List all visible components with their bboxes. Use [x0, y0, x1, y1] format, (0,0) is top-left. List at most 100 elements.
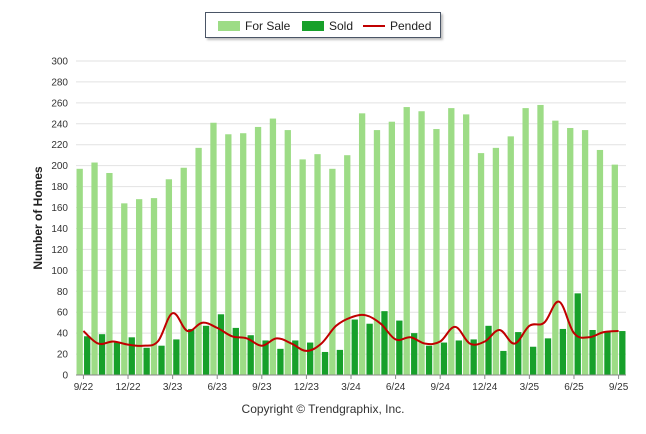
for-sale-bar: [403, 107, 410, 375]
sold-bar: [485, 325, 492, 375]
sold-bar: [351, 319, 358, 375]
sold-bar: [173, 339, 180, 375]
sold-bar: [470, 339, 477, 375]
x-tick-label: 6/25: [564, 382, 584, 393]
sold-bar: [113, 342, 121, 375]
for-sale-bar: [91, 162, 98, 375]
x-tick-label: 6/23: [207, 382, 227, 393]
legend-label-sold: Sold: [329, 19, 354, 33]
for-sale-bar: [492, 147, 500, 375]
sold-bar: [321, 351, 329, 375]
sold-bar: [232, 327, 239, 375]
y-tick-label: 0: [62, 371, 68, 382]
sold-bar: [366, 323, 373, 375]
sold-bar: [292, 340, 299, 375]
for-sale-bar: [358, 113, 366, 375]
sold-bar: [158, 345, 165, 375]
for-sale-bar: [418, 111, 425, 376]
for-sale-bar: [135, 199, 143, 375]
sold-bar: [188, 328, 195, 375]
y-axis-title: Number of Homes: [31, 166, 45, 270]
chart-legend: For Sale Sold Pended: [205, 12, 441, 38]
for-sale-bar: [314, 154, 321, 375]
for-sale-bar: [344, 155, 351, 375]
sold-bar: [84, 336, 91, 375]
y-tick-label: 120: [51, 245, 68, 256]
x-tick-label: 3/24: [341, 382, 361, 393]
sold-bar: [455, 340, 462, 375]
x-tick-label: 9/23: [252, 382, 272, 393]
legend-label-pended: Pended: [390, 19, 432, 33]
legend-swatch-for-sale: [218, 21, 240, 31]
sold-bar: [262, 340, 269, 375]
sold-bar: [574, 293, 581, 375]
for-sale-bar: [284, 130, 291, 375]
sold-bar: [529, 346, 537, 375]
x-tick-label: 12/23: [294, 382, 319, 393]
y-tick-label: 200: [51, 161, 68, 172]
legend-label-for-sale: For Sale: [245, 19, 291, 33]
for-sale-bar: [433, 129, 440, 375]
for-sale-bar: [537, 104, 544, 376]
y-tick-label: 40: [57, 329, 69, 340]
y-tick-label: 240: [51, 119, 68, 130]
for-sale-bar: [552, 120, 559, 375]
y-tick-label: 260: [51, 98, 68, 109]
y-tick-label: 100: [51, 266, 68, 277]
for-sale-bar: [448, 108, 455, 375]
sold-bar: [98, 334, 106, 375]
for-sale-bar: [165, 179, 173, 375]
x-tick-label: 9/22: [74, 382, 94, 393]
y-tick-label: 20: [57, 350, 69, 361]
x-tick-label: 9/24: [430, 382, 450, 393]
for-sale-bar: [210, 122, 217, 376]
for-sale-bar: [507, 136, 514, 375]
for-sale-bar: [299, 159, 306, 375]
x-tick-label: 9/25: [609, 382, 629, 393]
x-tick-label: 12/24: [472, 382, 497, 393]
for-sale-bar: [388, 121, 395, 375]
copyright-text: Copyright © Trendgraphix, Inc.: [241, 402, 405, 416]
for-sale-bar: [76, 168, 83, 375]
for-sale-bar: [596, 149, 604, 375]
sold-bar: [202, 325, 210, 375]
sold-bar: [277, 348, 284, 375]
x-tick-label: 12/22: [116, 382, 141, 393]
for-sale-bar: [225, 134, 232, 375]
for-sale-bar: [106, 172, 113, 375]
x-tick-label: 3/23: [163, 382, 183, 393]
sold-bar: [559, 328, 567, 375]
y-tick-label: 80: [57, 287, 69, 298]
sold-bar: [381, 311, 388, 375]
for-sale-bar: [254, 126, 262, 375]
sold-bar: [143, 347, 150, 375]
for-sale-bar: [477, 153, 485, 375]
sold-bar: [589, 329, 596, 375]
for-sale-bar: [240, 133, 247, 375]
sold-bar: [247, 335, 254, 375]
y-tick-label: 60: [57, 308, 69, 319]
sold-bar: [515, 332, 522, 375]
sold-bar: [544, 338, 552, 375]
for-sale-bar: [373, 130, 381, 375]
for-sale-bar: [329, 168, 336, 375]
sold-bar: [396, 320, 403, 375]
for-sale-bar: [150, 198, 158, 375]
sold-bar: [411, 333, 418, 375]
x-tick-label: 3/25: [520, 382, 540, 393]
for-sale-bar: [611, 164, 618, 375]
for-sale-bar: [463, 114, 470, 375]
sold-bar: [425, 345, 433, 375]
y-tick-label: 220: [51, 140, 68, 151]
y-tick-label: 160: [51, 203, 68, 214]
sold-bar: [500, 350, 507, 375]
for-sale-bar: [180, 167, 187, 375]
for-sale-bar: [581, 130, 589, 375]
y-tick-label: 280: [51, 77, 68, 88]
legend-swatch-sold: [302, 21, 324, 31]
y-tick-label: 180: [51, 182, 68, 193]
y-tick-label: 140: [51, 224, 68, 235]
x-tick-label: 6/24: [386, 382, 406, 393]
for-sale-bar: [567, 127, 574, 375]
